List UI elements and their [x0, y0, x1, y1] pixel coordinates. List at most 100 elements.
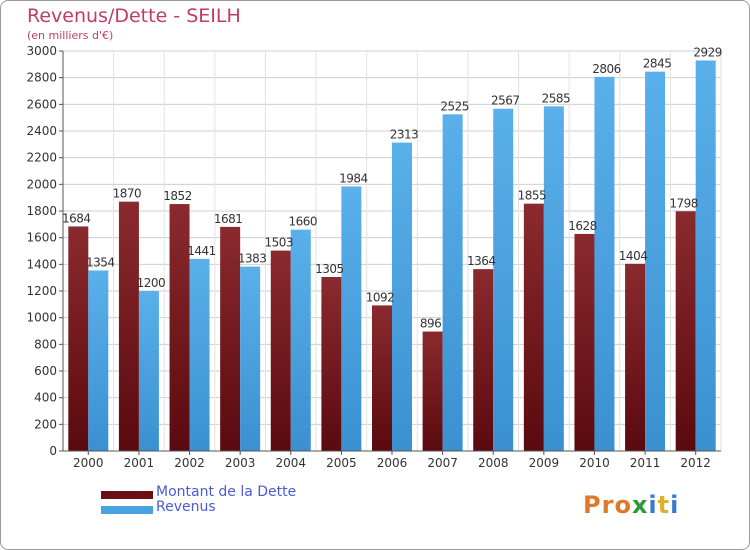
- bar-revenus: [645, 71, 666, 452]
- bar-dette: [372, 305, 392, 451]
- legend-swatch-revenus: [101, 506, 153, 514]
- logo-letter: o: [614, 491, 632, 519]
- y-tick-label: 0: [49, 444, 57, 458]
- data-label-revenus: 1383: [238, 252, 267, 266]
- bar-dette: [169, 204, 190, 451]
- bar-dette: [473, 269, 494, 451]
- bar-dette: [574, 233, 595, 451]
- data-label-dette: 1305: [315, 262, 344, 276]
- logo-letter: r: [601, 491, 615, 519]
- y-tick-label: 2800: [26, 71, 57, 85]
- y-tick-label: 2000: [26, 177, 57, 191]
- bar-revenus: [392, 142, 412, 451]
- bar-revenus: [493, 108, 514, 451]
- data-label-dette: 1364: [467, 254, 496, 268]
- data-label-dette: 1404: [619, 249, 648, 263]
- data-label-dette: 1684: [62, 211, 91, 225]
- x-tick-label: 2009: [529, 456, 560, 470]
- bar-revenus: [543, 106, 564, 451]
- bar-revenus: [594, 76, 615, 451]
- data-label-dette: 1503: [264, 236, 293, 250]
- y-tick-label: 1000: [26, 311, 57, 325]
- legend-label-dette: Montant de la Dette: [156, 484, 297, 500]
- y-tick-label: 2200: [26, 151, 57, 165]
- logo-letter: i: [648, 491, 658, 519]
- logo-letter: P: [583, 491, 602, 519]
- bar-dette: [422, 331, 443, 451]
- logo-letter: t: [657, 491, 671, 519]
- y-tick-label: 800: [34, 337, 57, 351]
- y-tick-label: 1400: [26, 257, 57, 271]
- bar-revenus: [240, 266, 261, 451]
- data-label-dette: 1855: [518, 189, 547, 203]
- x-tick-label: 2005: [326, 456, 357, 470]
- bar-dette: [625, 263, 646, 451]
- y-tick-label: 600: [34, 364, 57, 378]
- x-tick-label: 2003: [225, 456, 256, 470]
- data-label-dette: 1870: [113, 187, 142, 201]
- x-tick-label: 2007: [427, 456, 458, 470]
- x-tick-label: 2001: [124, 456, 155, 470]
- bars: [68, 60, 716, 452]
- y-tick-label: 2600: [26, 97, 57, 111]
- proxiti-logo: Proxiti: [583, 491, 679, 519]
- data-labels: 1684 1354 1870 1200 1852 1441 1681 1383 1503 1660…: [62, 45, 722, 330]
- data-label-dette: 896: [420, 317, 441, 331]
- chart-title: Revenus/Dette - SEILH: [27, 5, 241, 27]
- y-tick-label: 2400: [26, 124, 57, 138]
- bar-dette: [321, 277, 342, 451]
- data-label-revenus: 1984: [339, 171, 368, 185]
- chart-subtitle: (en milliers d'€): [27, 29, 114, 42]
- data-label-revenus: 2567: [491, 94, 520, 108]
- legend-swatch-dette: [101, 491, 153, 499]
- bar-revenus: [189, 258, 210, 451]
- bar-dette: [118, 201, 139, 451]
- data-label-dette: 1798: [669, 196, 698, 210]
- bar-dette: [68, 226, 89, 451]
- x-tick-label: 2011: [630, 456, 661, 470]
- bar-revenus: [442, 114, 463, 451]
- x-tick-label: 2002: [174, 456, 205, 470]
- data-label-dette: 1628: [568, 219, 597, 233]
- bar-revenus: [341, 186, 362, 451]
- bar-revenus: [695, 60, 716, 451]
- logo-letter: i: [670, 491, 680, 519]
- bar-dette: [523, 203, 544, 451]
- x-tick-label: 2012: [680, 456, 711, 470]
- y-tick-label: 400: [34, 391, 57, 405]
- data-label-revenus: 1441: [187, 244, 216, 258]
- y-tick-label: 1800: [26, 204, 57, 218]
- logo-letter: x: [631, 491, 649, 519]
- x-tick-label: 2008: [478, 456, 509, 470]
- data-label-revenus: 2929: [693, 45, 722, 59]
- x-tick-label: 2000: [73, 456, 104, 470]
- x-tick-label: 2010: [579, 456, 610, 470]
- data-label-revenus: 1200: [137, 276, 166, 290]
- bar-dette: [270, 250, 291, 451]
- bar-revenus: [290, 229, 311, 451]
- x-tick-label: 2006: [377, 456, 408, 470]
- data-label-revenus: 2585: [542, 91, 571, 105]
- y-tick-label: 1600: [26, 231, 57, 245]
- axes: 0 200 400 600 800 1000 1200 1400 1600 1800 2000 220…: [26, 44, 721, 470]
- y-tick-label: 1200: [26, 284, 57, 298]
- data-label-dette: 1092: [366, 290, 395, 304]
- bar-dette: [220, 226, 241, 451]
- y-tick-label: 200: [34, 417, 57, 431]
- bar-revenus: [88, 270, 109, 451]
- bar-dette: [675, 211, 696, 451]
- data-label-revenus: 2313: [390, 128, 419, 142]
- data-label-revenus: 2525: [440, 99, 469, 113]
- data-label-dette: 1681: [214, 212, 243, 226]
- data-label-revenus: 1660: [288, 215, 317, 229]
- bar-revenus: [138, 291, 159, 451]
- data-label-revenus: 2806: [592, 62, 621, 76]
- data-label-dette: 1852: [163, 189, 192, 203]
- data-label-revenus: 2845: [643, 57, 672, 71]
- legend-label-revenus: Revenus: [156, 499, 216, 515]
- x-tick-label: 2004: [275, 456, 306, 470]
- data-label-revenus: 1354: [86, 255, 115, 269]
- y-tick-label: 3000: [26, 44, 57, 58]
